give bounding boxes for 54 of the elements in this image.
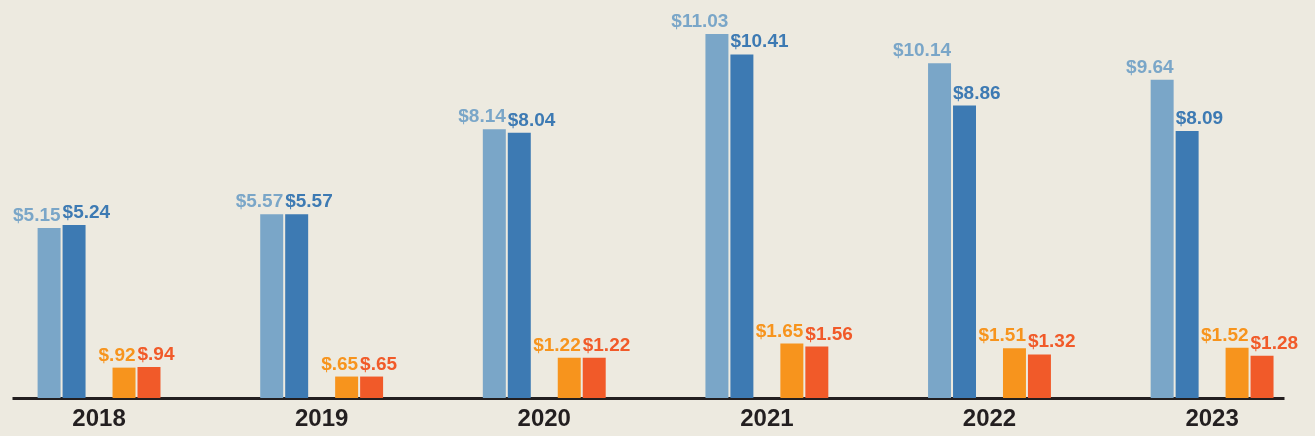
data-label: $8.04 [507, 108, 556, 130]
bar [780, 343, 804, 398]
data-label: $8.14 [458, 105, 507, 127]
bar [62, 225, 86, 398]
bar [482, 129, 506, 398]
data-label: $5.15 [13, 204, 62, 226]
data-label: $.94 [137, 342, 175, 364]
data-label: $5.57 [235, 190, 284, 212]
bar [360, 376, 384, 398]
x-tick-label: 2021 [740, 403, 794, 431]
bar [1225, 347, 1249, 398]
data-label: $1.32 [1027, 330, 1076, 352]
data-label: $1.22 [582, 333, 631, 355]
data-label: $1.22 [533, 333, 581, 355]
bar [285, 214, 309, 398]
data-label: $5.24 [62, 201, 111, 223]
x-tick-label: 2023 [1185, 403, 1239, 431]
data-label: $1.56 [805, 322, 853, 344]
bar [705, 34, 729, 398]
bar [260, 214, 284, 398]
data-label: $1.52 [1201, 323, 1249, 345]
bar [507, 132, 531, 398]
data-label: $.92 [98, 343, 136, 365]
bar [335, 376, 359, 398]
bar [1027, 354, 1051, 398]
data-label: $.65 [321, 352, 359, 374]
data-label: $1.51 [978, 324, 1027, 346]
bar [1175, 131, 1199, 398]
bar [37, 228, 61, 398]
data-label: $9.64 [1126, 55, 1175, 77]
data-label: $11.03 [671, 10, 729, 31]
x-tick-label: 2020 [517, 403, 571, 431]
bar [1002, 348, 1026, 398]
bar [557, 357, 581, 398]
data-label: $10.14 [892, 39, 952, 61]
data-label: $8.86 [953, 81, 1001, 103]
data-label: $5.57 [285, 190, 333, 212]
data-label: $8.09 [1175, 107, 1224, 129]
x-tick-label: 2018 [72, 403, 126, 431]
bar [928, 63, 952, 398]
bar [582, 357, 606, 398]
data-label: $1.28 [1250, 331, 1299, 353]
data-label: $.65 [360, 352, 398, 374]
bar [805, 346, 829, 398]
bar [112, 367, 136, 398]
x-tick-label: 2019 [294, 403, 349, 431]
data-label: $1.65 [755, 319, 804, 341]
bar [1250, 355, 1274, 398]
x-tick-label: 2022 [962, 403, 1017, 431]
bar [730, 54, 754, 398]
data-label: $10.41 [730, 30, 789, 52]
bar [137, 366, 161, 398]
bar [1150, 79, 1174, 398]
bar [953, 105, 976, 398]
